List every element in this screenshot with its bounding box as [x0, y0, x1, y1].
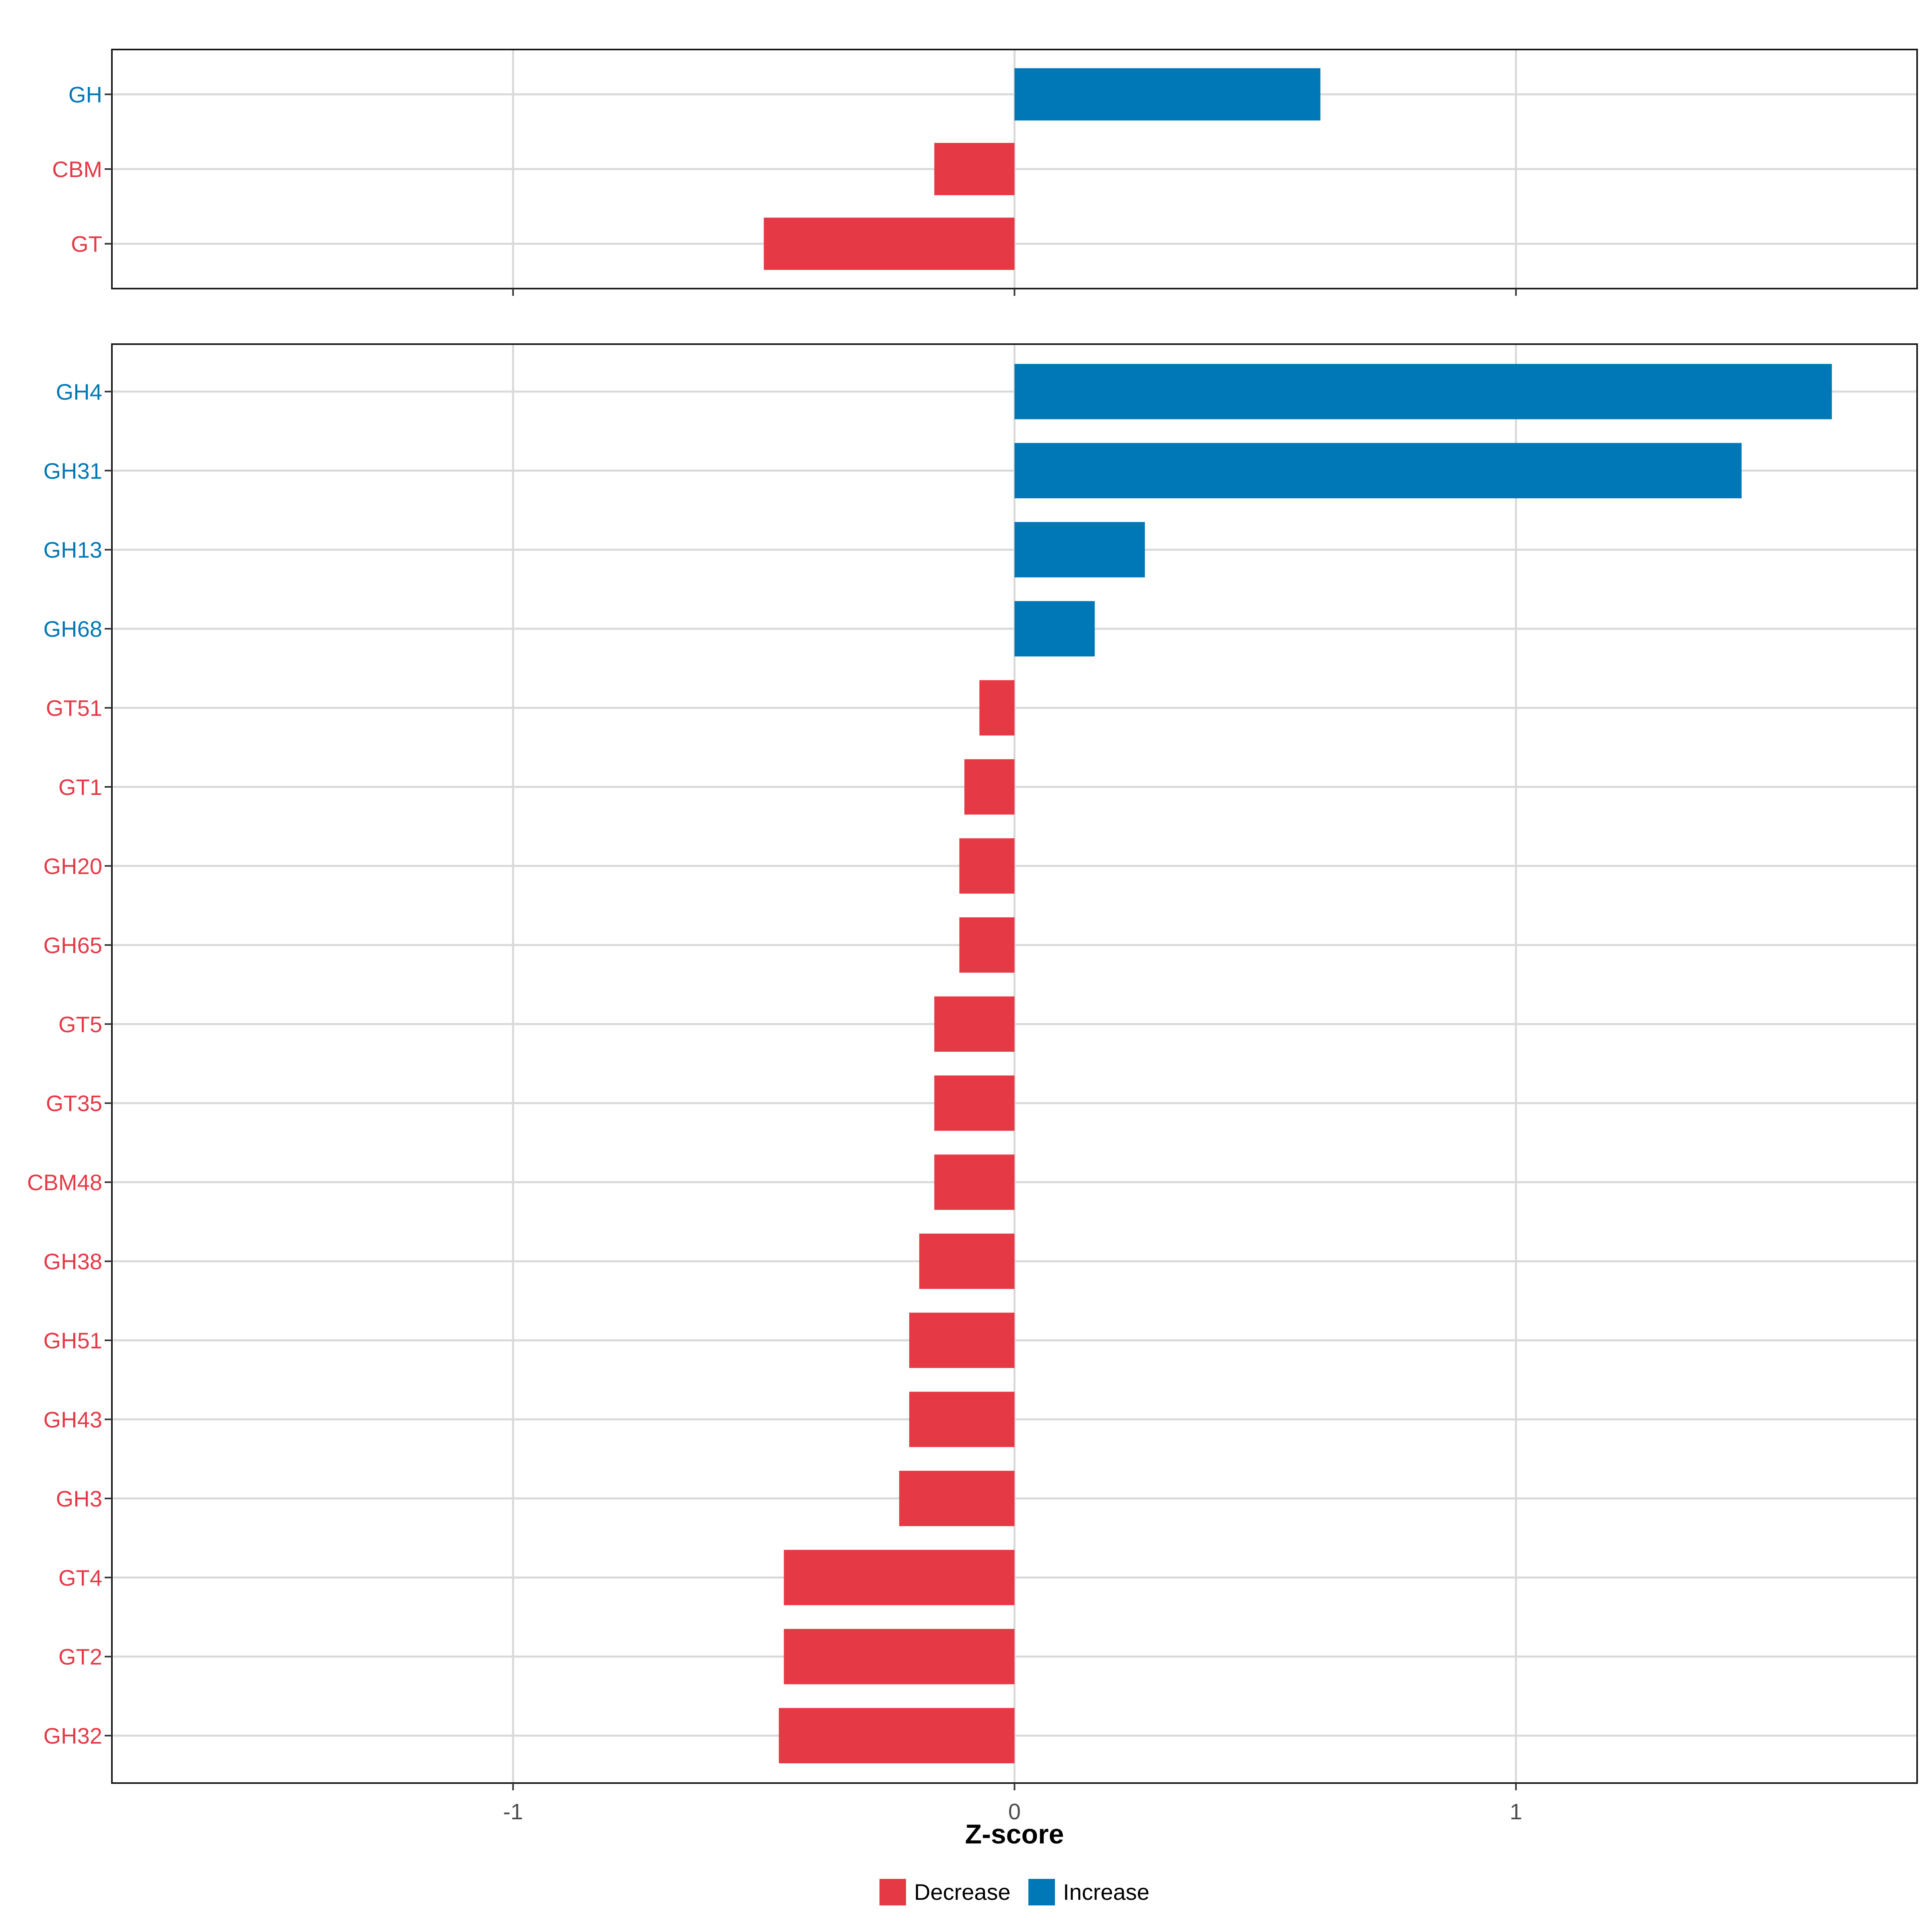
bar-gh65: [959, 917, 1015, 973]
y-tick-label-gh68: GH68: [43, 616, 102, 642]
y-tick-label-gt1: GT1: [58, 774, 102, 800]
bar-gt4: [784, 1550, 1015, 1606]
legend: Decrease Increase: [879, 1879, 1150, 1905]
y-tick-label-gt51: GT51: [46, 696, 102, 721]
bar-gh31: [1014, 443, 1742, 499]
x-axis: -1 0 1: [503, 1799, 1522, 1824]
x-axis-title: Z-score: [965, 1819, 1064, 1849]
y-tick-label-cbm: CBM: [52, 157, 102, 182]
y-tick-label-gt5: GT5: [58, 1011, 102, 1037]
x-tick-label: 1: [1510, 1799, 1522, 1824]
y-tick-label-gh32: GH32: [43, 1723, 102, 1748]
bar-gh51: [909, 1313, 1015, 1368]
bar-cbm: [934, 143, 1015, 195]
bar-gt: [764, 217, 1015, 270]
y-tick-label-gh3: GH3: [56, 1486, 102, 1511]
legend-label-decrease: Decrease: [914, 1879, 1011, 1905]
y-tick-label-gt35: GT35: [46, 1091, 102, 1116]
x-tick-label: -1: [503, 1799, 523, 1824]
bottom-panel: GH4 GH31 GH13 GH68 GT51 GT1 GH20 GH65 GT5 GT35 CBM…: [27, 343, 1918, 1790]
y-tick-label-gt: GT: [71, 231, 102, 257]
bar-gh4: [1014, 364, 1832, 419]
y-tick-label-gh31: GH31: [43, 458, 102, 483]
y-tick-label-cbm48: CBM48: [27, 1170, 102, 1195]
x-tick-label: 0: [1008, 1799, 1021, 1824]
y-tick-label-gt4: GT4: [58, 1565, 102, 1590]
y-tick-label-gh13: GH13: [43, 537, 102, 563]
y-tick-label-gh: GH: [68, 82, 102, 107]
bar-gh32: [778, 1708, 1015, 1763]
bar-gt2: [784, 1629, 1015, 1684]
bar-gh13: [1014, 522, 1145, 578]
y-tick-label-gt2: GT2: [58, 1644, 102, 1670]
bar-gh43: [909, 1391, 1015, 1447]
y-tick-label-gh4: GH4: [56, 379, 102, 405]
bar-gh: [1014, 68, 1321, 121]
legend-key-decrease: [879, 1879, 906, 1905]
bar-gt51: [979, 680, 1015, 736]
bar-gh68: [1014, 601, 1095, 656]
bar-gt5: [934, 996, 1015, 1052]
bar-gt1: [964, 759, 1015, 815]
top-panel: GH CBM GT: [52, 49, 1918, 296]
bar-cbm48: [934, 1154, 1015, 1210]
bar-gh3: [899, 1471, 1015, 1526]
legend-key-increase: [1028, 1879, 1055, 1905]
legend-label-increase: Increase: [1063, 1879, 1150, 1905]
y-tick-label-gh38: GH38: [43, 1249, 102, 1274]
bar-gh38: [919, 1233, 1015, 1289]
y-tick-label-gh51: GH51: [43, 1328, 102, 1353]
y-tick-label-gh43: GH43: [43, 1407, 102, 1432]
bar-gt35: [934, 1075, 1015, 1131]
y-tick-label-gh65: GH65: [43, 933, 102, 958]
bar-gh20: [959, 838, 1015, 894]
y-tick-label-gh20: GH20: [43, 853, 102, 879]
